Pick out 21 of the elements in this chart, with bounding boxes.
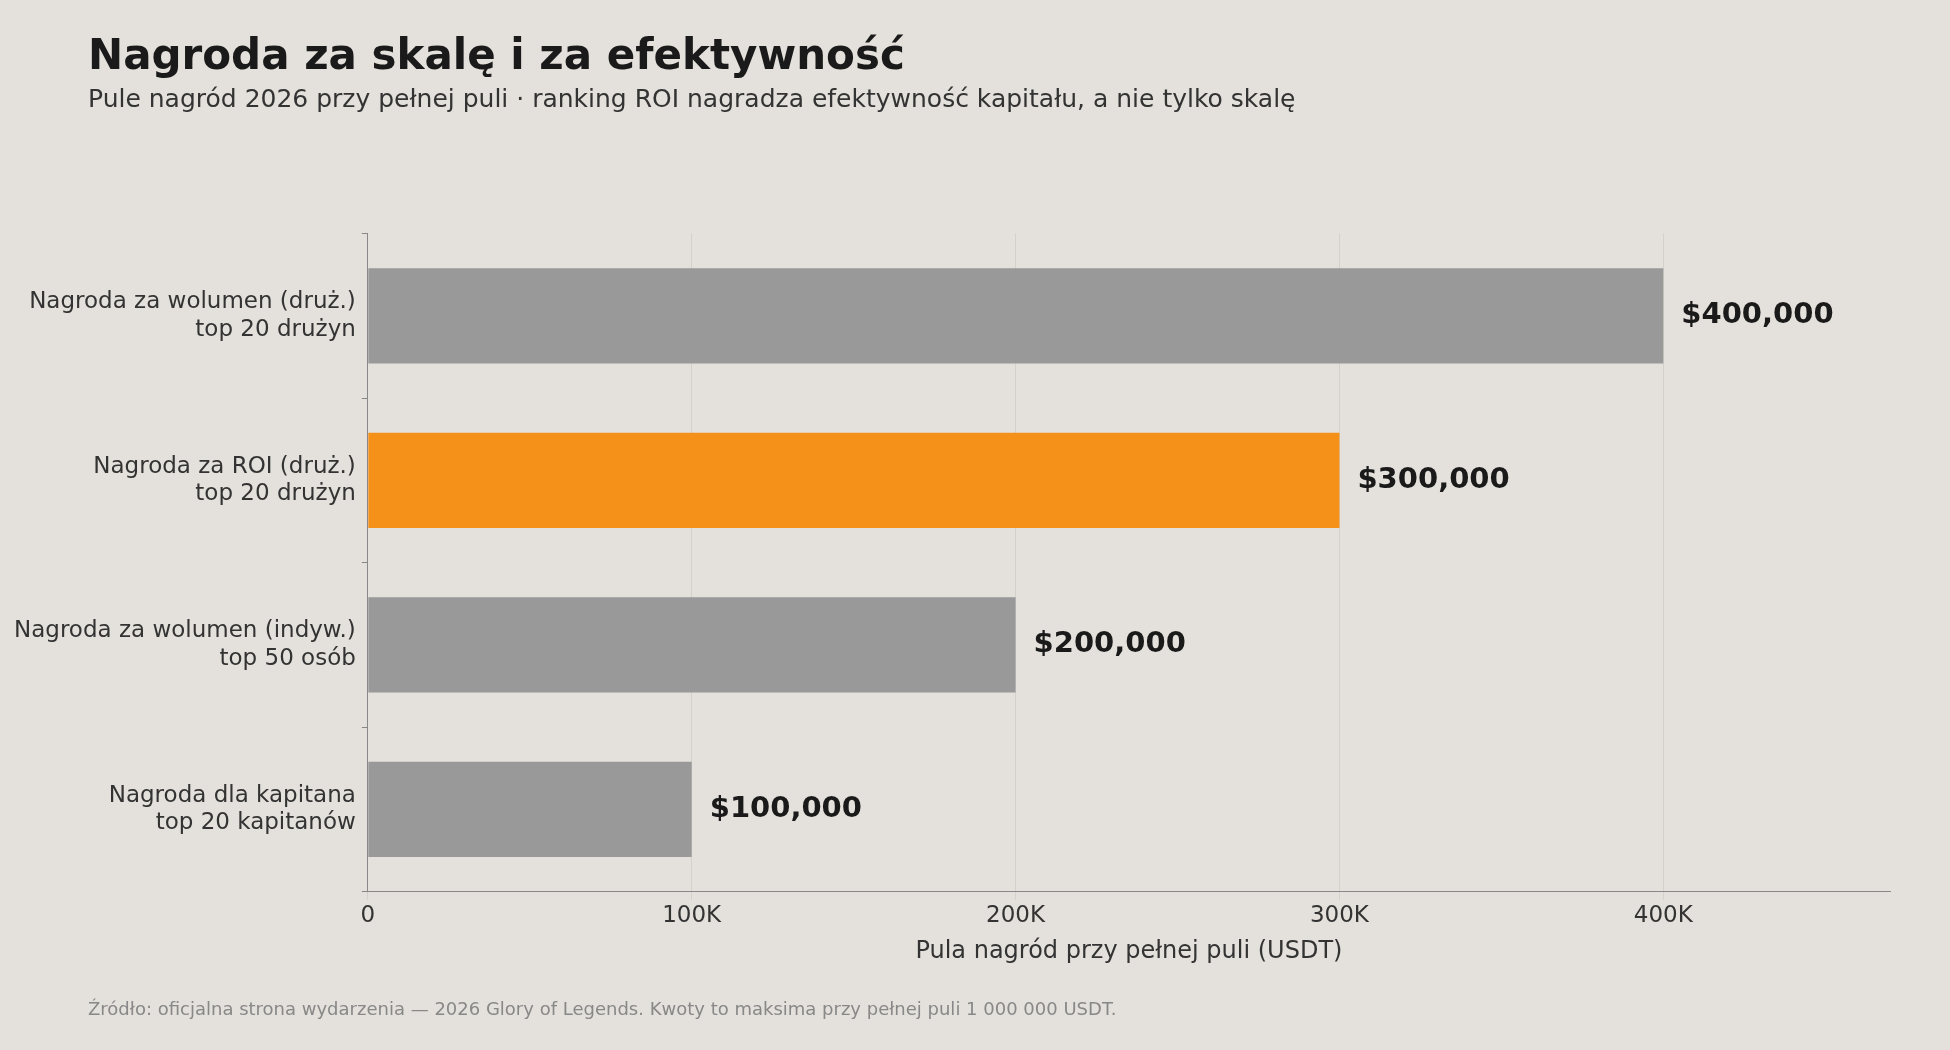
bar: [368, 268, 1664, 364]
bar: [368, 597, 1016, 693]
bar: [368, 761, 692, 858]
x-tick-label: 0: [360, 901, 376, 928]
x-axis-title: Pula nagród przy pełnej puli (USDT): [915, 935, 1343, 964]
y-tick-label: Nagroda za ROI (druż.) top 20 drużyn: [93, 451, 356, 506]
chart-title: Nagroda za skalę i za efektywność: [88, 30, 905, 79]
y-tick-label: Nagroda za wolumen (indyw.) top 50 osób: [13, 616, 356, 670]
x-tick-label: 400K: [1633, 901, 1694, 928]
x-tick-label: 300K: [1309, 901, 1370, 928]
text: Źródło: oficjalna strona wydarzenia — 2026 Glory of Legends. Kwoty to maksima przy pełnej puli 1 000 000 USDT.: [88, 998, 1117, 1019]
y-tick-label: Nagroda za wolumen (druż.) top 20 drużyn: [29, 287, 356, 341]
y-tick-label: Nagroda dla kapitana top 20 kapitanów: [108, 780, 356, 835]
data-label: $400,000: [1681, 296, 1834, 331]
chart-subtitle: Pule nagród 2026 przy pełnej puli · ranking ROI nagradza efektywność kapitału, a nie tylko skalę: [88, 84, 1296, 113]
x-tick-label: 100K: [662, 901, 723, 928]
data-label: $300,000: [1357, 460, 1510, 495]
data-label: $100,000: [709, 789, 862, 824]
x-tick-label: 200K: [986, 901, 1046, 928]
data-label: $200,000: [1033, 625, 1186, 660]
bar: [368, 432, 1340, 529]
